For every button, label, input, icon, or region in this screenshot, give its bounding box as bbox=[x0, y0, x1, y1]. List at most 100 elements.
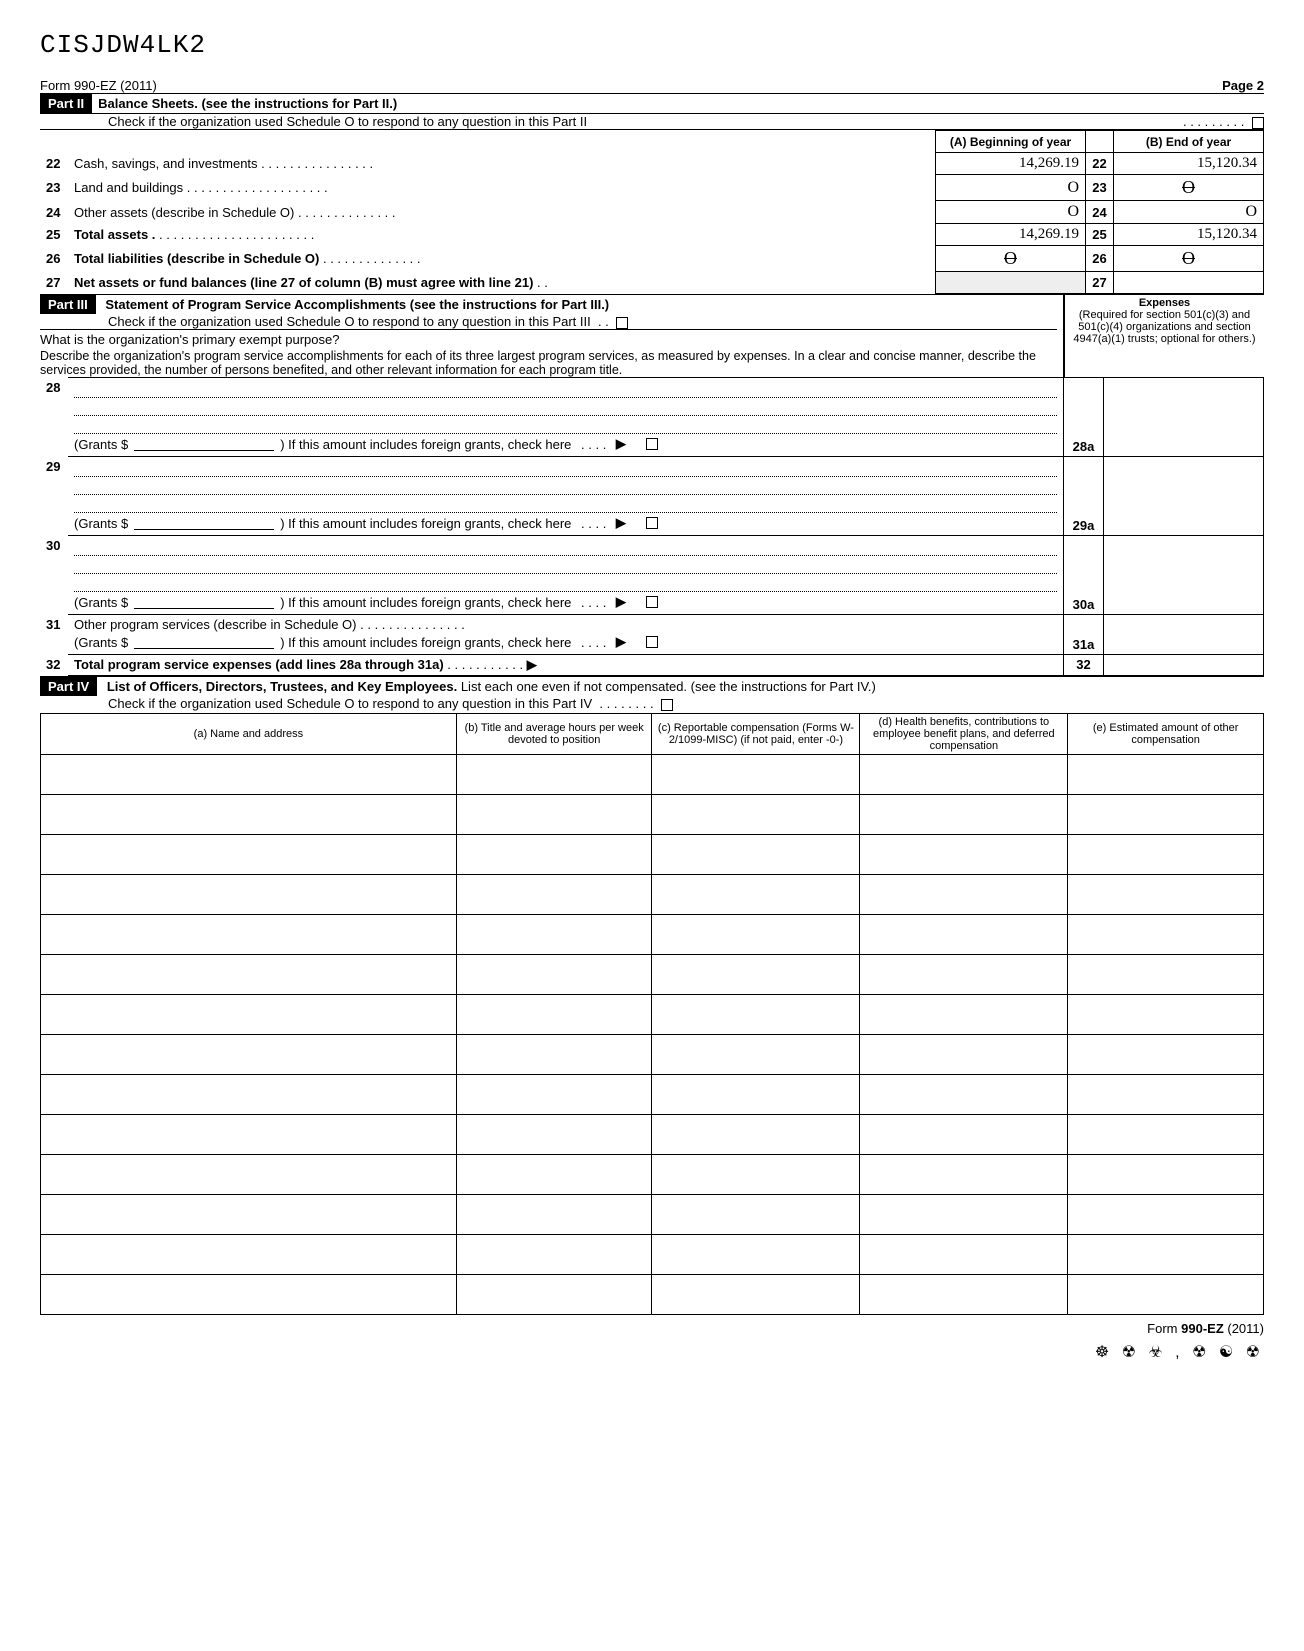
line-31a-val[interactable] bbox=[1104, 615, 1264, 655]
line-29-no: 29 bbox=[40, 457, 68, 536]
part-iii-check-text: Check if the organization used Schedule … bbox=[108, 314, 591, 329]
line-28a-no: 28a bbox=[1064, 378, 1104, 457]
line-29-foreign-checkbox[interactable] bbox=[646, 517, 658, 529]
line-26-rn: 26 bbox=[1086, 246, 1114, 272]
part-ii-title: Balance Sheets. (see the instructions fo… bbox=[98, 96, 397, 111]
line-24-no: 24 bbox=[40, 201, 68, 224]
col-b-header: (B) End of year bbox=[1114, 131, 1264, 153]
line-27-desc: Net assets or fund balances (line 27 of … bbox=[68, 272, 936, 294]
page-number: Page 2 bbox=[1222, 78, 1264, 93]
line-24-b: O bbox=[1114, 201, 1264, 224]
officer-row[interactable] bbox=[41, 795, 1264, 835]
line-29-grants-amount[interactable] bbox=[134, 516, 274, 530]
page-footer: Form 990-EZ (2011) bbox=[40, 1321, 1264, 1336]
line-22-b: 15,120.34 bbox=[1114, 153, 1264, 175]
line-31a-no: 31a bbox=[1064, 615, 1104, 655]
line-28-foreign-checkbox[interactable] bbox=[646, 438, 658, 450]
line-29a-no: 29a bbox=[1064, 457, 1104, 536]
officer-row[interactable] bbox=[41, 1075, 1264, 1115]
line-31-foreign-checkbox[interactable] bbox=[646, 636, 658, 648]
line-27-rn: 27 bbox=[1086, 272, 1114, 294]
officer-row[interactable] bbox=[41, 1155, 1264, 1195]
col-a-header: (A) Beginning of year bbox=[936, 131, 1086, 153]
officer-row[interactable] bbox=[41, 835, 1264, 875]
line-32-val[interactable] bbox=[1104, 655, 1264, 676]
balance-sheet-table: (A) Beginning of year (B) End of year 22… bbox=[40, 130, 1264, 294]
line-23-no: 23 bbox=[40, 175, 68, 201]
part-iv-check-text: Check if the organization used Schedule … bbox=[108, 696, 592, 711]
footer-code: ☸ ☢ ☣ , ☢ ☯ ☢ bbox=[1095, 1342, 1264, 1362]
officer-row[interactable] bbox=[41, 1115, 1264, 1155]
part-iii-title: Statement of Program Service Accomplishm… bbox=[105, 297, 609, 312]
line-32-no: 32 bbox=[40, 655, 68, 676]
officer-row[interactable] bbox=[41, 1235, 1264, 1275]
part-iv-title: List of Officers, Directors, Trustees, a… bbox=[107, 679, 876, 694]
program-services-table: 28 (Grants $ ) If this amount includes f… bbox=[40, 377, 1264, 676]
line-30-text-3[interactable] bbox=[74, 574, 1057, 592]
line-29-text-3[interactable] bbox=[74, 495, 1057, 513]
officer-row[interactable] bbox=[41, 995, 1264, 1035]
officer-row[interactable] bbox=[41, 955, 1264, 995]
part-iii-describe: Describe the organization's program serv… bbox=[40, 349, 1057, 377]
line-31-foreign-text: ) If this amount includes foreign grants… bbox=[280, 635, 571, 650]
line-26-desc: Total liabilities (describe in Schedule … bbox=[68, 246, 936, 272]
line-23-b: O bbox=[1114, 175, 1264, 201]
line-29-text-2[interactable] bbox=[74, 477, 1057, 495]
line-31-desc: Other program services (describe in Sche… bbox=[74, 617, 357, 632]
line-25-b: 15,120.34 bbox=[1114, 224, 1264, 246]
line-29-foreign-text: ) If this amount includes foreign grants… bbox=[280, 516, 571, 531]
form-id: Form 990-EZ (2011) bbox=[40, 78, 157, 93]
line-31-no: 31 bbox=[40, 615, 68, 655]
officer-row[interactable] bbox=[41, 915, 1264, 955]
line-30-text-2[interactable] bbox=[74, 556, 1057, 574]
officer-row[interactable] bbox=[41, 1035, 1264, 1075]
officer-row[interactable] bbox=[41, 755, 1264, 795]
line-29a-val[interactable] bbox=[1104, 457, 1264, 536]
line-29-text-1[interactable] bbox=[74, 459, 1057, 477]
line-26-b: O bbox=[1114, 246, 1264, 272]
line-28-text-2[interactable] bbox=[74, 398, 1057, 416]
line-31-grants-amount[interactable] bbox=[134, 635, 274, 649]
col-a-header: (a) Name and address bbox=[41, 714, 457, 755]
line-30-grants-amount[interactable] bbox=[134, 595, 274, 609]
part-iv-label: Part IV bbox=[40, 677, 97, 696]
part-iv-checkbox[interactable] bbox=[661, 699, 673, 711]
officer-row[interactable] bbox=[41, 1275, 1264, 1315]
line-30-foreign-checkbox[interactable] bbox=[646, 596, 658, 608]
line-25-a: 14,269.19 bbox=[936, 224, 1086, 246]
line-30a-val[interactable] bbox=[1104, 536, 1264, 615]
col-b-header: (b) Title and average hours per week dev… bbox=[456, 714, 652, 755]
line-28-grants-amount[interactable] bbox=[134, 437, 274, 451]
page-header: Form 990-EZ (2011) Page 2 bbox=[40, 78, 1264, 94]
line-30-text-1[interactable] bbox=[74, 538, 1057, 556]
line-22-desc: Cash, savings, and investments . . . . .… bbox=[68, 153, 936, 175]
part-iii-checkbox[interactable] bbox=[616, 317, 628, 329]
part-ii-check-text: Check if the organization used Schedule … bbox=[108, 114, 1183, 129]
col-e-header: (e) Estimated amount of other compensati… bbox=[1068, 714, 1264, 755]
line-28-text-3[interactable] bbox=[74, 416, 1057, 434]
part-iii-label: Part III bbox=[40, 295, 96, 314]
officer-row[interactable] bbox=[41, 1195, 1264, 1235]
col-d-header: (d) Health benefits, contributions to em… bbox=[860, 714, 1068, 755]
expenses-subtitle: (Required for section 501(c)(3) and 501(… bbox=[1073, 309, 1255, 345]
part-iii-section: Part III Statement of Program Service Ac… bbox=[40, 294, 1264, 676]
line-30a-no: 30a bbox=[1064, 536, 1104, 615]
line-28-no: 28 bbox=[40, 378, 68, 457]
part-ii-checkbox[interactable] bbox=[1252, 117, 1264, 129]
footer-form-id: Form 990-EZ (2011) bbox=[1147, 1321, 1264, 1336]
part-ii-label: Part II bbox=[40, 94, 92, 113]
line-32-desc: Total program service expenses (add line… bbox=[74, 657, 444, 672]
line-28a-val[interactable] bbox=[1104, 378, 1264, 457]
officer-row[interactable] bbox=[41, 875, 1264, 915]
line-29-grants-label: (Grants $ bbox=[74, 516, 128, 531]
expenses-title: Expenses bbox=[1139, 297, 1190, 309]
line-22-a: 14,269.19 bbox=[936, 153, 1086, 175]
officers-table: (a) Name and address (b) Title and avera… bbox=[40, 713, 1264, 1315]
line-27-no: 27 bbox=[40, 272, 68, 294]
form-990ez-page2: Form 990-EZ (2011) Page 2 Part II Balanc… bbox=[40, 78, 1264, 1362]
line-23-desc: Land and buildings . . . . . . . . . . .… bbox=[68, 175, 936, 201]
line-28-text-1[interactable] bbox=[74, 380, 1057, 398]
line-28-foreign-text: ) If this amount includes foreign grants… bbox=[280, 437, 571, 452]
line-22-no: 22 bbox=[40, 153, 68, 175]
document-code: CISJDW4LK2 bbox=[40, 30, 1264, 60]
